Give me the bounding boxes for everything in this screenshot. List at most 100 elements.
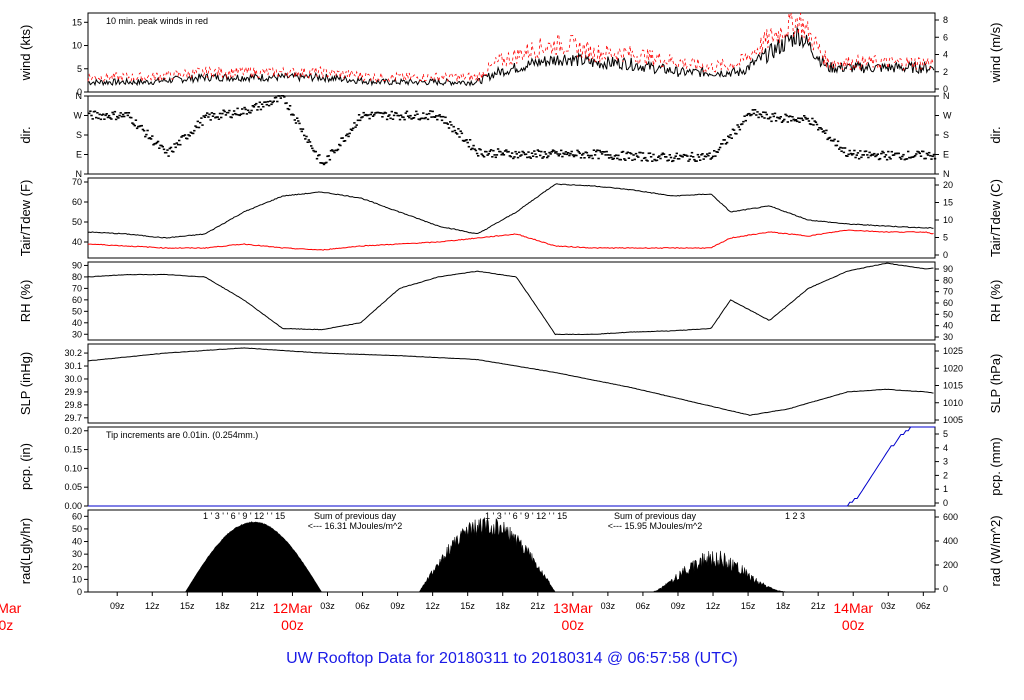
ytick-label-right: 30 [943,332,953,342]
dir-point [220,116,223,119]
dir-point [929,154,932,157]
dir-point [130,116,133,119]
dir-point [353,122,356,124]
dir-point [395,112,398,114]
dir-point [648,152,652,154]
ytick-label: 30.2 [64,348,82,358]
dir-point [819,127,822,129]
dir-point [160,144,163,147]
dir-point [696,153,700,156]
dir-point [811,117,814,120]
dir-point [539,154,542,157]
dir-point [668,154,671,156]
dir-point [556,153,559,155]
dir-point [88,112,91,115]
dir-point [804,116,807,119]
series-RH [87,262,934,336]
dir-point [303,134,306,137]
dir-point [179,143,182,146]
dir-point [310,145,313,147]
ytick-label: 50 [72,306,82,316]
dir-point [919,155,923,157]
dir-point [713,150,716,152]
dir-point [146,129,149,132]
dir-point [192,132,195,135]
ylabel-right: dir. [988,126,1003,143]
dir-point [614,154,618,156]
dir-point [465,139,468,141]
dir-point [156,140,160,143]
xtick-label: 18z [215,601,230,611]
dir-point [631,159,634,161]
dir-point [439,115,443,118]
ytick-label: 0.10 [64,463,82,473]
series-precip [88,426,935,507]
ytick-label-right: 1020 [943,363,963,373]
dir-point [492,149,495,152]
dir-point [887,150,890,153]
dir-point [528,156,531,158]
series-day-1-radiation [184,521,323,593]
dir-point [203,116,207,118]
dir-point [681,156,684,158]
dir-point [774,120,778,122]
dir-point [546,156,549,159]
dir-point [332,150,335,152]
xtick-label: 21z [531,601,546,611]
dir-point [779,116,782,118]
dir-point [649,156,653,158]
dir-point [840,150,843,152]
dir-point [555,151,558,153]
dir-point [786,121,789,123]
dir-point [616,157,619,160]
dir-point [345,134,348,137]
dir-point [331,149,334,151]
dir-point [706,153,709,155]
ytick-label: 30.1 [64,361,82,371]
dir-point [188,135,191,137]
dir-point [652,153,655,156]
dir-point [312,149,315,152]
date-label: 14Mar [833,600,873,616]
dir-point [357,114,361,116]
ylabel-right: rad (W/m^2) [988,515,1003,586]
dir-point [127,112,131,114]
dir-point [221,112,224,115]
dir-point [540,150,543,153]
dir-point [699,159,702,161]
ytick-label-right: 15 [943,198,953,208]
ytick-label-right: 4 [943,443,948,453]
xtick-label: 15z [460,601,475,611]
ylabel-right: Tair/Tdew (C) [988,179,1003,257]
dir-point [624,159,627,161]
dir-point [898,156,902,159]
ytick-label: 50 [72,217,82,227]
dir-point [598,149,601,152]
dir-point [105,113,108,115]
dir-point [241,108,244,110]
dir-point [391,118,395,120]
dir-point [496,148,500,150]
ytick-label-right: 90 [943,264,953,274]
date-label: 13Mar [553,600,593,616]
dir-point [404,112,407,114]
panel-frame-sea-level-pressure [87,343,936,424]
dir-point [153,143,156,145]
dir-point [833,138,836,141]
dir-point [569,152,572,155]
dir-point [864,150,868,152]
dir-point [769,116,772,119]
dir-point [421,117,424,120]
dir-point [267,104,271,107]
dir-point [494,156,497,159]
dir-point [375,111,378,114]
dir-point [207,116,210,118]
dir-point [931,155,934,158]
dir-point [667,159,670,161]
dir-point [732,129,736,131]
dir-point [824,132,827,134]
ytick-label-right: 1010 [943,398,963,408]
dir-point [98,113,101,116]
panel-frame-wind [87,12,936,93]
dir-point [549,153,552,155]
